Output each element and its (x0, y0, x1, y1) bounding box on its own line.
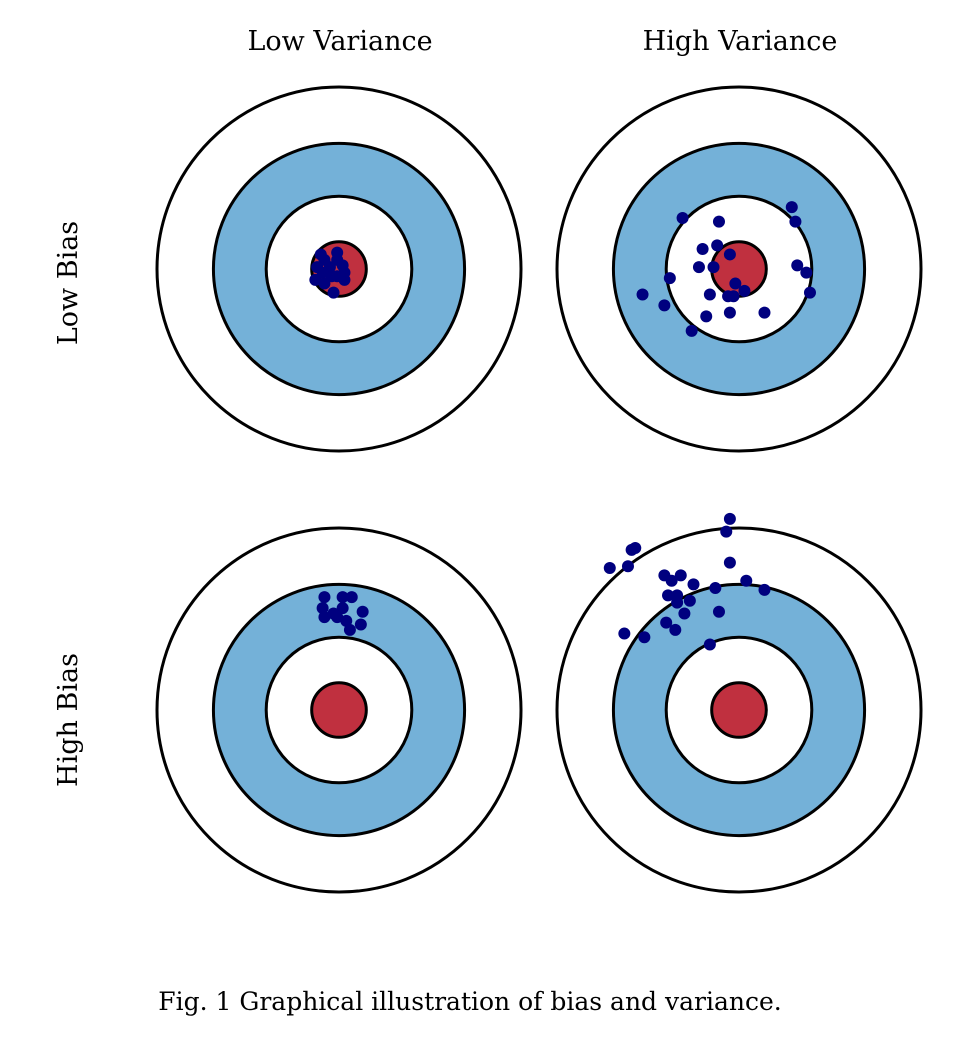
shot-dot (343, 623, 356, 636)
shot-dot (723, 306, 736, 319)
shot-dot (338, 273, 351, 286)
shot-dot (658, 299, 671, 312)
shot-dot (638, 631, 651, 644)
targets-grid (155, 85, 923, 894)
shot-dot (603, 562, 616, 575)
shot-dot (709, 582, 722, 595)
shot-dot (712, 215, 725, 228)
shot-dot (803, 286, 816, 299)
shot-dot (785, 201, 798, 214)
shot-dot (356, 605, 369, 618)
shot-dot (618, 627, 631, 640)
shot-dot (789, 215, 802, 228)
shot-dot (692, 261, 705, 274)
shot-dot (723, 248, 736, 261)
shot-dot (325, 270, 338, 283)
shot-dot (316, 602, 329, 615)
shot-dot (636, 288, 649, 301)
shot-dot (685, 324, 698, 337)
shot-dot (354, 618, 367, 631)
shot-dot (340, 614, 353, 627)
shot-dot (703, 288, 716, 301)
shot-dot (345, 591, 358, 604)
shot-dot (665, 574, 678, 587)
shot-dot (707, 261, 720, 274)
shot-dot (316, 266, 329, 279)
shot-dot (318, 591, 331, 604)
row-header-low-bias: Low Bias (53, 221, 84, 345)
shot-dot (318, 277, 331, 290)
shot-dot (738, 284, 751, 297)
shot-dot (318, 611, 331, 624)
shot-dot (327, 607, 340, 620)
shot-dot (309, 273, 322, 286)
bullseye (710, 681, 768, 739)
shot-dot (663, 272, 676, 285)
target-high-bias-high-variance (555, 512, 923, 894)
shot-dot (729, 277, 742, 290)
shot-dot (711, 239, 724, 252)
shot-dot (758, 306, 771, 319)
shot-dot (800, 266, 813, 279)
shot-dot (336, 602, 349, 615)
bullseye (310, 681, 368, 739)
target-low-bias-low-variance (155, 85, 523, 453)
shot-dot (723, 512, 736, 525)
shot-dot (687, 578, 700, 591)
shot-dot (662, 589, 675, 602)
shot-dot (727, 290, 740, 303)
shot-dot (660, 616, 673, 629)
shot-dot (700, 310, 713, 323)
shot-dot (336, 259, 349, 272)
shot-dot (683, 594, 696, 607)
shot-dot (621, 560, 634, 573)
figure-caption: Fig. 1 Graphical illustration of bias an… (158, 987, 781, 1016)
shot-dot (740, 574, 753, 587)
shot-dot (723, 556, 736, 569)
shot-dot (676, 212, 689, 225)
shot-dot (678, 607, 691, 620)
shot-dot (669, 623, 682, 636)
shot-dot (758, 583, 771, 596)
shot-dot (703, 638, 716, 651)
shot-dot (720, 525, 733, 538)
shot-dot (712, 605, 725, 618)
shot-dot (625, 543, 638, 556)
column-header-low-variance: Low Variance (247, 26, 432, 57)
shot-dot (791, 259, 804, 272)
shot-dot (671, 596, 684, 609)
shot-dot (696, 242, 709, 255)
row-header-high-bias: High Bias (53, 653, 84, 787)
target-low-bias-high-variance (555, 85, 923, 453)
column-header-high-variance: High Variance (643, 26, 838, 57)
shot-dot (674, 569, 687, 582)
shot-dot (327, 286, 340, 299)
target-high-bias-low-variance (155, 526, 523, 894)
shot-dot (336, 591, 349, 604)
